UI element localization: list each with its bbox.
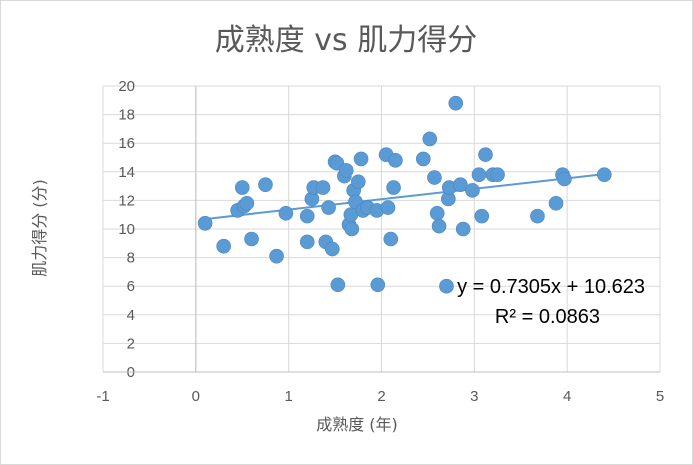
data-point — [370, 277, 386, 293]
data-point — [234, 180, 250, 195]
data-point — [530, 208, 545, 224]
data-point — [239, 195, 255, 211]
trendline — [200, 173, 605, 221]
data-point — [478, 147, 493, 162]
chart-title: 成熟度 vs 肌力得分 — [215, 23, 477, 58]
data-point — [344, 221, 360, 237]
data-point — [548, 195, 564, 211]
data-point — [471, 167, 487, 182]
data-point — [422, 131, 438, 147]
data-point — [383, 231, 399, 247]
data-point — [557, 171, 572, 187]
y-axis-label: 肌力得分 (分) — [30, 179, 49, 277]
x-tick-label: 1 — [284, 388, 292, 405]
y-tick-label: 12 — [118, 192, 135, 209]
data-point — [299, 208, 315, 224]
x-tick-label: 0 — [192, 388, 200, 405]
data-point — [338, 163, 354, 178]
x-axis-ticks: -1 0 1 2 3 4 5 — [96, 388, 664, 405]
trendline-equation: y = 0.7305x + 10.623 — [457, 276, 645, 298]
data-point — [353, 151, 369, 167]
data-point — [415, 151, 431, 167]
trendline-line — [200, 173, 605, 221]
data-point — [321, 200, 336, 215]
data-point — [315, 180, 331, 195]
y-tick-label: 14 — [118, 164, 135, 181]
data-point — [269, 248, 284, 264]
y-tick-label: 20 — [118, 78, 135, 95]
y-tick-label: 4 — [127, 307, 135, 324]
y-tick-label: 18 — [118, 107, 135, 124]
x-tick-label: 4 — [563, 388, 571, 405]
data-point — [427, 170, 442, 185]
data-point — [465, 183, 480, 198]
data-point — [330, 277, 346, 293]
data-point — [324, 241, 340, 257]
data-point — [386, 180, 401, 195]
data-point — [439, 278, 454, 294]
data-points — [197, 95, 612, 294]
x-tick-label: -1 — [96, 388, 109, 405]
data-point — [490, 167, 505, 182]
data-point — [197, 215, 213, 231]
x-tick-label: 3 — [470, 388, 478, 405]
data-point — [278, 205, 294, 221]
data-point — [596, 167, 612, 182]
data-point — [388, 153, 403, 168]
x-axis-label: 成熟度 (年) — [316, 415, 398, 434]
y-tick-label: 10 — [118, 221, 135, 238]
x-tick-label: 2 — [377, 388, 385, 405]
data-point — [453, 177, 468, 192]
data-point — [299, 234, 315, 250]
trendline-r-squared: R² = 0.0863 — [495, 306, 600, 328]
data-point — [474, 208, 490, 224]
data-point — [431, 218, 447, 234]
x-tick-label: 5 — [656, 388, 664, 405]
data-point — [455, 221, 471, 237]
y-tick-label: 6 — [127, 278, 135, 295]
gridlines — [102, 85, 661, 373]
y-tick-label: 16 — [118, 135, 135, 152]
data-point — [429, 205, 445, 221]
data-point — [380, 200, 396, 215]
axes — [103, 86, 660, 373]
data-point — [448, 95, 464, 111]
data-point — [216, 238, 231, 254]
data-point — [258, 177, 273, 192]
data-point — [244, 231, 259, 247]
y-tick-label: 2 — [127, 335, 135, 352]
y-tick-label: 8 — [127, 250, 135, 267]
data-point — [350, 174, 366, 190]
